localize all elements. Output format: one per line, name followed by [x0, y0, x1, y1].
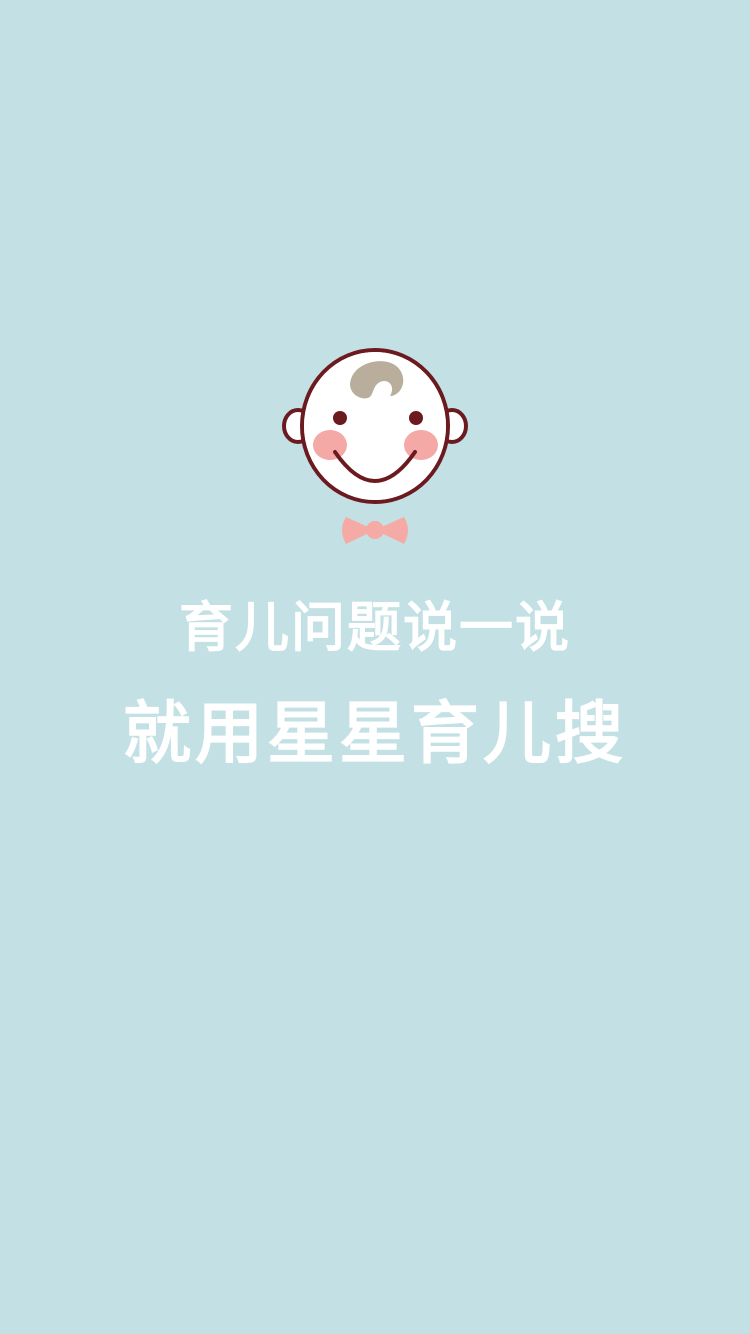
- tagline-line-2: 就用星星育儿搜: [122, 695, 627, 774]
- tagline-line-1: 育儿问题说一说: [179, 596, 571, 659]
- baby-face-icon: [280, 340, 470, 555]
